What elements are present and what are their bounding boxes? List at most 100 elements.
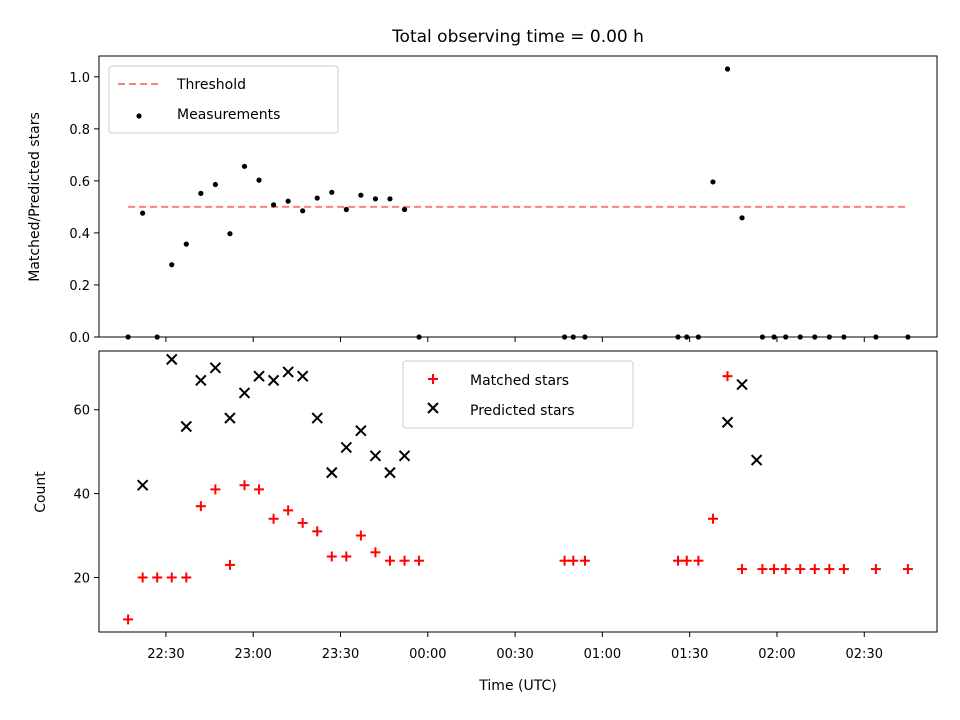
measurement-point [684, 334, 690, 340]
predicted-star-point [355, 424, 367, 437]
matched-star-point [137, 572, 148, 583]
matched-star-point [384, 555, 395, 566]
measurement-point [905, 334, 911, 340]
measurement-point [582, 334, 588, 340]
measurement-point [695, 334, 702, 340]
predicted-star-point [209, 362, 222, 374]
matched-star-point [399, 555, 410, 566]
top-y-tick-label: 1.0 [69, 71, 90, 86]
x-tick-label: 23:30 [322, 647, 359, 662]
bottom-legend: Matched stars Predicted stars [402, 360, 634, 429]
measurement-point [270, 202, 277, 208]
matched-star-point [579, 555, 590, 566]
legend-matched-swatch [428, 374, 438, 384]
predicted-star-point [296, 370, 309, 382]
measurement-point [314, 195, 320, 201]
top-x-ticks [165, 337, 865, 342]
measurement-point [561, 334, 568, 340]
top-y-ticks: 0.0 0.2 0.4 0.6 0.8 1.0 [69, 71, 99, 346]
matched-star-point [559, 555, 570, 566]
predicted-star-point [180, 420, 192, 433]
predicted-star-point [267, 374, 280, 387]
measurement-point [759, 334, 766, 340]
measurement-point [343, 206, 349, 213]
measurement-point [675, 334, 681, 340]
measurement-point [125, 334, 131, 340]
predicted-star-point [750, 454, 763, 466]
predicted-star-point [311, 412, 323, 424]
measurement-point [241, 163, 248, 169]
measurement-point [387, 196, 393, 202]
measurement-point [570, 334, 576, 340]
legend-measurements-swatch [136, 113, 142, 119]
predicted-star-point [369, 450, 382, 462]
top-y-tick-label: 0.6 [69, 175, 90, 190]
matched-star-point [737, 564, 748, 575]
predicted-star-point [398, 450, 411, 462]
bottom-y-axis-label: Count [33, 471, 49, 513]
top-y-tick-label: 0.8 [69, 123, 90, 138]
x-tick-label: 01:00 [584, 647, 621, 662]
top-axes-frame [98, 55, 938, 338]
x-tick-label: 00:30 [496, 647, 533, 662]
matched-star-point [123, 614, 134, 625]
measurement-point [154, 334, 160, 340]
measurement-point [183, 241, 189, 247]
matched-star-point [707, 513, 718, 524]
measurement-point [372, 196, 379, 202]
predicted-star-point [166, 353, 178, 366]
measurement-point [198, 190, 204, 196]
x-tick-label: 02:30 [846, 647, 883, 662]
predicted-star-point [253, 370, 265, 382]
legend-predicted-swatch [427, 402, 439, 414]
matched-star-point [681, 555, 692, 566]
bottom-y-tick-label: 20 [73, 571, 90, 586]
measurement-point [739, 215, 745, 221]
predicted-star-point [136, 479, 149, 491]
matched-star-point [326, 551, 337, 562]
predicted-star-point [195, 374, 207, 387]
matched-star-point [824, 564, 835, 575]
matched-star-point [870, 564, 881, 575]
top-y-axis-label: Matched/Predicted stars [27, 112, 43, 282]
measurement-point [285, 198, 291, 204]
measurement-point [416, 334, 422, 340]
predicted-star-point [736, 378, 748, 391]
top-y-tick-label: 0.0 [69, 331, 90, 346]
matched-star-point [568, 555, 579, 566]
matched-star-point [693, 555, 704, 566]
measurement-point [797, 334, 803, 340]
matched-star-point [795, 564, 806, 575]
top-legend: Threshold Measurements [108, 65, 339, 134]
x-tick-label: 22:30 [147, 647, 184, 662]
measurement-point [358, 192, 364, 198]
measurement-point [227, 231, 233, 237]
matched-star-point [268, 513, 279, 524]
matched-star-point [769, 564, 780, 575]
x-tick-label: 00:00 [409, 647, 446, 662]
legend-threshold-label: Threshold [176, 77, 246, 93]
matched-star-point [838, 564, 849, 575]
bottom-y-ticks: 20 40 60 [73, 404, 99, 586]
matched-star-point [254, 484, 265, 495]
matched-star-point [370, 547, 381, 558]
measurement-point [841, 334, 847, 340]
legend-predicted-label: Predicted stars [470, 403, 575, 419]
predicted-star-point [238, 387, 251, 399]
matched-star-point [902, 564, 913, 575]
legend-measurements-label: Measurements [177, 107, 280, 123]
measurement-point [256, 177, 262, 183]
matched-star-point [780, 564, 791, 575]
measurement-point [710, 179, 716, 185]
matched-star-point [181, 572, 192, 583]
measurement-point [783, 334, 789, 340]
measurement-point [812, 334, 818, 340]
matched-star-point [414, 555, 425, 566]
predicted-star-point [384, 466, 396, 479]
matched-star-point [355, 530, 366, 541]
measurement-point [169, 262, 175, 268]
measurement-point [212, 181, 218, 188]
top-y-tick-label: 0.4 [69, 227, 90, 242]
top-y-tick-label: 0.2 [69, 279, 90, 294]
